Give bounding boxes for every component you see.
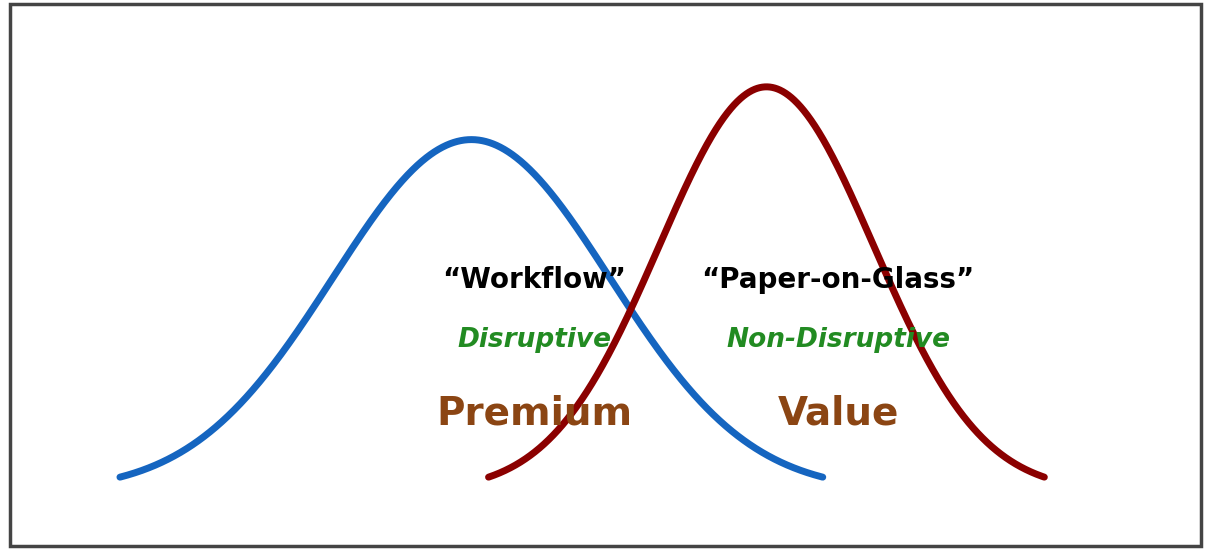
Text: Premium: Premium (436, 395, 632, 433)
Text: “Workflow”: “Workflow” (442, 266, 626, 294)
Text: Non-Disruptive: Non-Disruptive (727, 327, 949, 353)
Text: Disruptive: Disruptive (457, 327, 612, 353)
Text: “Paper-on-Glass”: “Paper-on-Glass” (701, 266, 975, 294)
Text: Value: Value (777, 395, 899, 433)
